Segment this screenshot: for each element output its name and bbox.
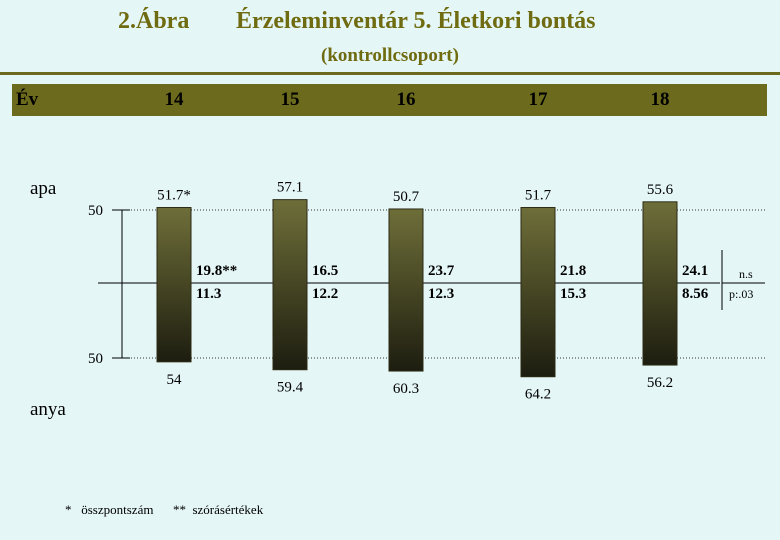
chart-subtitle: (kontrollcsoport)	[321, 45, 459, 66]
bar-age-15	[272, 199, 308, 371]
spread-label-lower-15: 12.2	[312, 286, 338, 302]
title-line: 2.Ábra Érzeleminventár 5. Életkori bontá…	[0, 8, 780, 38]
spread-label-lower-17: 15.3	[560, 286, 586, 302]
tick-label-top: 50	[88, 203, 103, 219]
spread-label-upper-17: 21.8	[560, 263, 586, 279]
footnote-double-star: ** szórásértékek	[172, 502, 264, 517]
data-label-anya-18: 56.2	[647, 375, 673, 391]
spread-label-lower-16: 12.3	[428, 286, 454, 302]
spread-label-upper-16: 23.7	[428, 263, 455, 279]
data-label-apa-18: 55.6	[647, 182, 674, 198]
year-header-15: 15	[280, 89, 300, 110]
significance-bottom: p:.03	[729, 287, 753, 301]
spread-label-upper-14: 19.8**	[196, 263, 237, 279]
year-header-label: Év	[16, 89, 39, 110]
data-label-apa-14: 51.7*	[157, 188, 191, 204]
row-label-apa: apa	[30, 178, 57, 199]
data-label-anya-17: 64.2	[525, 387, 551, 403]
title-divider	[0, 72, 780, 75]
bar-age-18	[642, 201, 678, 366]
significance-top: n.s	[739, 267, 753, 281]
figure-label: 2.Ábra	[118, 8, 190, 34]
year-header-14: 14	[164, 89, 184, 110]
spread-label-lower-14: 11.3	[196, 286, 221, 302]
bar-age-17	[520, 207, 556, 378]
year-header-16: 16	[396, 89, 416, 110]
data-label-anya-15: 59.4	[277, 380, 304, 396]
year-header-18: 18	[650, 89, 670, 110]
tick-label-bottom: 50	[88, 351, 103, 367]
footnote: * összpontszám ** szórásértékek	[65, 502, 263, 518]
spread-label-lower-18: 8.56	[682, 286, 709, 302]
footnote-star: * összpontszám	[65, 502, 154, 517]
year-header-17: 17	[528, 89, 548, 110]
spread-label-upper-15: 16.5	[312, 263, 338, 279]
data-label-apa-15: 57.1	[277, 180, 303, 196]
spread-label-upper-18: 24.1	[682, 263, 708, 279]
bar-age-14	[156, 207, 192, 363]
data-label-anya-16: 60.3	[393, 381, 419, 397]
row-label-anya: anya	[30, 399, 66, 420]
data-label-apa-16: 50.7	[393, 189, 420, 205]
year-header-band: Év 14 15 16 17 18	[12, 84, 767, 116]
bar-age-16	[388, 208, 424, 372]
chart-title: Érzeleminventár 5. Életkori bontás	[236, 8, 596, 34]
data-label-apa-17: 51.7	[525, 188, 552, 204]
data-label-anya-14: 54	[167, 372, 183, 388]
